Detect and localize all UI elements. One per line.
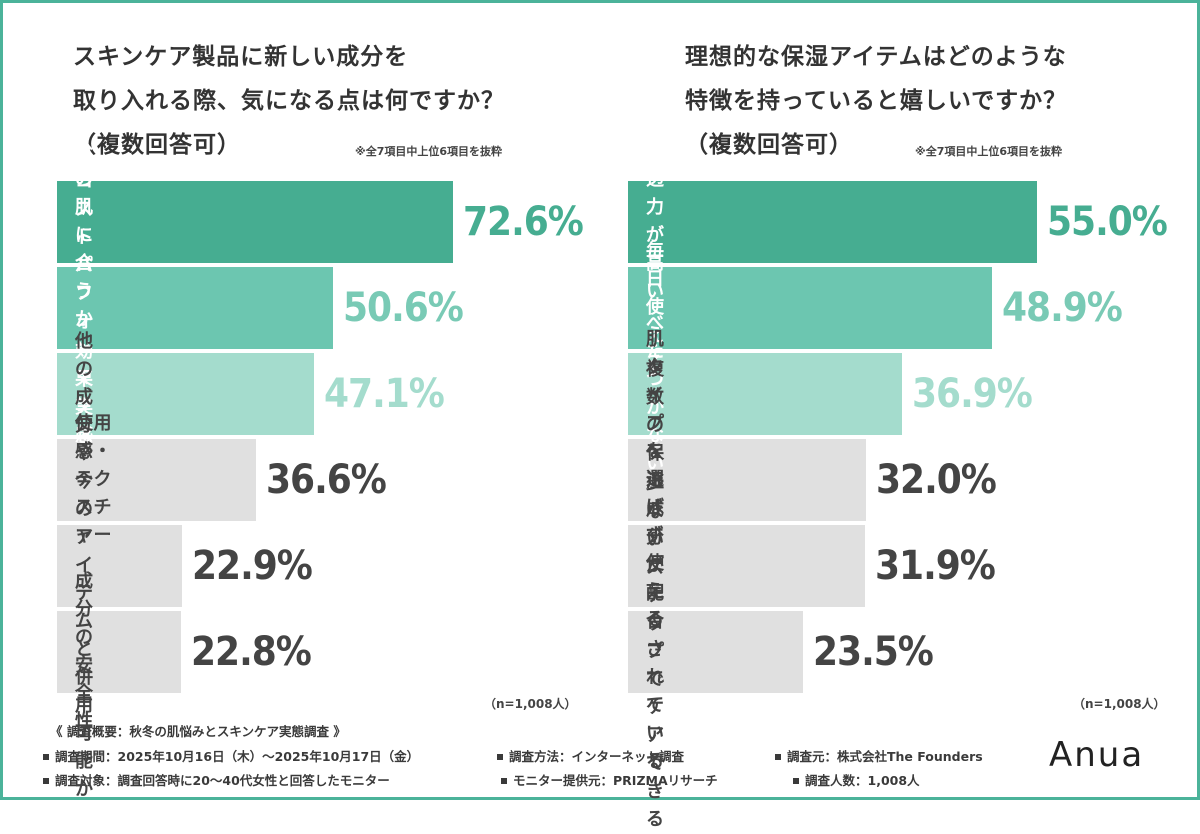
right-bar [628,525,865,607]
right-bar-value: 36.9% [912,371,1033,417]
right-title-line-2: 特徴を持っていると嬉しいですか？ [685,88,1068,114]
left-bar-label: 成分の安全性 [75,571,94,732]
right-title-line-1: 理想的な保湿アイテムはどのような [685,44,1067,70]
right-bar-value: 32.0% [876,457,997,503]
left-title-line-2: 取り入れる際、気になる点は何ですか？ [73,88,505,114]
right-bar-label: 少ないステップで ケアできる [646,473,665,830]
left-bar-value: 50.6% [343,285,464,331]
left-bar [57,181,453,263]
infographic-frame: スキンケア製品に新しい成分を 取り入れる際、気になる点は何ですか？ （複数回答可… [0,0,1200,800]
left-bar [57,439,256,521]
right-bar [628,181,1037,263]
left-bar-value: 22.9% [192,543,313,589]
right-bar-value: 23.5% [813,629,934,675]
left-bar-area: 自分の肌に合うか72.6%コストパフォーマンス50.6%効果実感47.1%使用感… [3,3,603,800]
left-title-line-3: （複数回答可） [73,132,241,158]
left-chart-note: ※全7項目中上位6項目を抜粋 [355,145,503,158]
left-chart-title: スキンケア製品に新しい成分を 取り入れる際、気になる点は何ですか？ （複数回答可… [73,35,593,167]
survey-summary-title: 《 調査概要：秋冬の肌悩みとスキンケア実態調査 》 [50,724,346,739]
right-bar [628,439,866,521]
right-chart-note: ※全7項目中上位6項目を抜粋 [915,145,1063,158]
right-bar [628,267,992,349]
right-bar-label: 毎日使える [646,241,665,374]
anua-logo: Anua [1049,735,1145,775]
right-bar-value: 48.9% [1002,285,1123,331]
survey-source: 調査元：株式会社The Founders [775,746,983,765]
left-bar-value: 72.6% [463,199,584,245]
left-sample-size: （n=1,008人） [484,697,577,711]
right-bar [628,353,902,435]
left-bar-value: 47.1% [324,371,445,417]
left-bar [57,267,333,349]
left-bar [57,353,314,435]
right-bar-value: 55.0% [1047,199,1168,245]
left-bar-value: 22.8% [191,629,312,675]
monitor-provider: モニター提供元：PRIZMAリサーチ [501,770,718,789]
left-bar [57,525,182,607]
survey-respondents: 調査人数：1,008人 [793,770,920,789]
left-title-line-1: スキンケア製品に新しい成分を [73,44,409,70]
right-sample-size: （n=1,008人） [1073,697,1166,711]
right-bar-area: 浸透力が高い55.0%毎日使える48.9%べたつかない36.9%肌タイプを選ばず… [603,3,1200,830]
survey-period: 調査期間：2025年10月16日（木）～2025年10月17日（金） [43,746,419,765]
survey-footer: 《 調査概要：秋冬の肌悩みとスキンケア実態調査 》 調査期間：2025年10月1… [3,713,1200,803]
right-bar-value: 31.9% [875,543,996,589]
left-chart-panel: スキンケア製品に新しい成分を 取り入れる際、気になる点は何ですか？ （複数回答可… [3,3,603,800]
left-bar [57,611,181,693]
right-chart-panel: 理想的な保湿アイテムはどのような 特徴を持っていると嬉しいですか？ （複数回答可… [603,3,1200,830]
left-bar-value: 36.6% [266,457,387,503]
survey-method: 調査方法：インターネット調査 [497,746,684,765]
right-bar [628,611,803,693]
right-title-line-3: （複数回答可） [685,132,853,158]
right-chart-title: 理想的な保湿アイテムはどのような 特徴を持っていると嬉しいですか？ （複数回答可… [685,35,1200,167]
survey-target: 調査対象：調査回答時に20～40代女性と回答したモニター [43,770,390,789]
